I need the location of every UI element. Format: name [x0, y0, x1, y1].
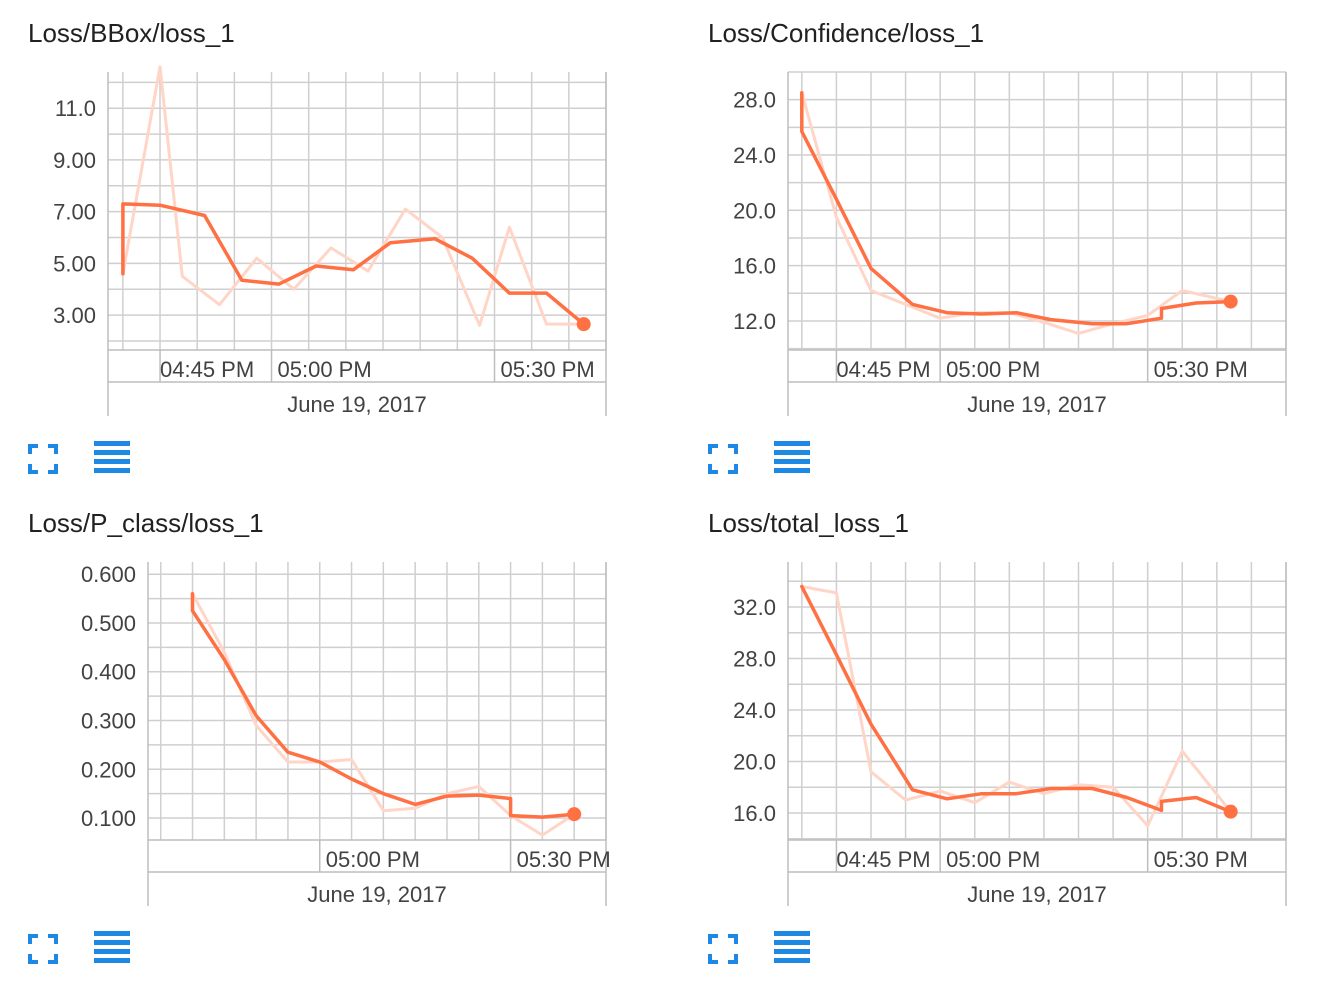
x-tick-label: 04:45 PM	[836, 847, 930, 872]
y-tick-label: 5.00	[53, 251, 96, 276]
x-date-label: June 19, 2017	[967, 392, 1106, 417]
chart-confidence-loss[interactable]: 28.0 24.0 20.0 16.0 12.0 04:45 PM 05:00 PM 05:3…	[680, 0, 1320, 430]
x-tick-label: 05:30 PM	[1154, 357, 1248, 382]
raw-series-line	[800, 585, 1233, 828]
y-tick-label: 7.00	[53, 200, 96, 225]
chart-title: Loss/Confidence/loss_1	[708, 18, 985, 48]
x-tick-label: 05:30 PM	[501, 357, 595, 382]
y-tick-label: 3.00	[53, 303, 96, 328]
y-tick-label: 16.0	[733, 254, 776, 279]
chart-card-confidence-loss: Loss/Confidence/loss_1 28.0 24.0 20.0 16.0 1…	[680, 0, 1320, 490]
y-tick-label: 0.600	[81, 562, 136, 587]
grid	[787, 562, 1287, 906]
expand-icon[interactable]	[28, 444, 58, 474]
smoothed-series-line	[800, 90, 1233, 326]
y-tick-label: 24.0	[733, 698, 776, 723]
x-tick-label: 05:00 PM	[946, 847, 1040, 872]
y-tick-label: 12.0	[733, 309, 776, 334]
x-tick-label: 05:00 PM	[946, 357, 1040, 382]
data-table-icon[interactable]	[94, 931, 132, 963]
y-tick-label: 0.500	[81, 611, 136, 636]
last-point-marker	[567, 807, 582, 822]
y-tick-label: 11.0	[55, 96, 96, 121]
data-table-icon[interactable]	[774, 931, 812, 963]
x-tick-label: 05:00 PM	[278, 357, 372, 382]
chart-card-p-class-loss: Loss/P_class/loss_1 0.600 0.500 0.400 0.300…	[0, 490, 640, 980]
last-point-marker	[1223, 294, 1238, 309]
grid	[787, 71, 1287, 416]
raw-series-line	[121, 65, 586, 327]
x-date-label: June 19, 2017	[287, 392, 426, 417]
x-tick-label: 04:45 PM	[836, 357, 930, 382]
y-tick-label: 0.100	[81, 806, 136, 831]
y-tick-label: 16.0	[733, 801, 776, 826]
expand-icon[interactable]	[708, 934, 738, 964]
y-tick-label: 9.00	[53, 148, 96, 173]
smoothed-series-line	[121, 202, 586, 326]
last-point-marker	[1223, 804, 1238, 819]
y-tick-label: 0.300	[81, 709, 136, 734]
smoothed-series-line	[800, 584, 1233, 814]
expand-icon[interactable]	[28, 934, 58, 964]
chart-bbox-loss[interactable]: 11.0 9.00 7.00 5.00 3.00 04:45 PM 05:00 PM 05:3…	[0, 0, 640, 430]
chart-card-bbox-loss: Loss/BBox/loss_1 11.0 9.00 7.00 5.00 3.00 04:…	[0, 0, 640, 490]
x-tick-label: 05:00 PM	[326, 847, 420, 872]
y-tick-label: 28.0	[733, 647, 776, 672]
chart-p-class-loss[interactable]: 0.600 0.500 0.400 0.300 0.200 0.100 05:00 PM 05…	[0, 490, 640, 920]
y-tick-label: 20.0	[733, 749, 776, 774]
y-tick-label: 0.200	[81, 757, 136, 782]
last-point-marker	[576, 317, 591, 332]
x-tick-label: 04:45 PM	[160, 357, 254, 382]
y-tick-label: 24.0	[733, 143, 776, 168]
y-tick-label: 28.0	[733, 88, 776, 113]
raw-series-line	[800, 91, 1233, 335]
grid	[107, 72, 607, 416]
y-tick-label: 0.400	[81, 660, 136, 685]
x-tick-label: 05:30 PM	[1154, 847, 1248, 872]
chart-card-total-loss: Loss/total_loss_1 32.0 28.0 24.0 20.0 16.0 04…	[680, 490, 1320, 980]
x-date-label: June 19, 2017	[307, 882, 446, 907]
chart-title: Loss/BBox/loss_1	[28, 18, 235, 48]
x-tick-label: 05:30 PM	[517, 847, 611, 872]
y-tick-label: 20.0	[733, 198, 776, 223]
smoothed-series-line	[190, 591, 576, 819]
y-tick-label: 32.0	[733, 595, 776, 620]
chart-title: Loss/P_class/loss_1	[28, 508, 264, 538]
chart-title: Loss/total_loss_1	[708, 508, 909, 538]
data-table-icon[interactable]	[774, 441, 812, 473]
expand-icon[interactable]	[708, 444, 738, 474]
x-date-label: June 19, 2017	[967, 882, 1106, 907]
data-table-icon[interactable]	[94, 441, 132, 473]
chart-total-loss[interactable]: 32.0 28.0 24.0 20.0 16.0 04:45 PM 05:00 PM 05:3…	[680, 490, 1320, 920]
